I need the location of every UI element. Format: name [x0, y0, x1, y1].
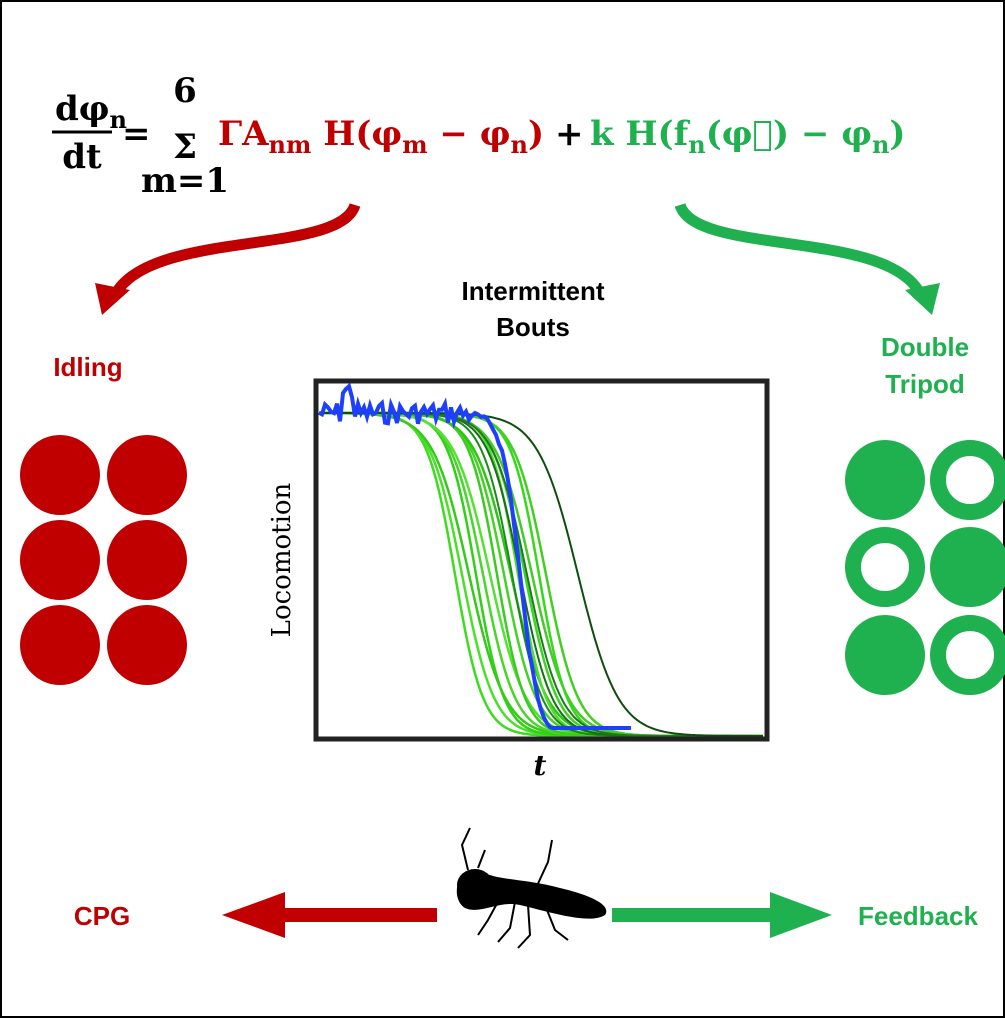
- leg-circle: [845, 440, 925, 520]
- cpg-label: CPG: [74, 901, 130, 931]
- idling-label: Idling: [53, 352, 122, 382]
- x-axis-label: t: [534, 749, 547, 782]
- eq-part: ΓA: [218, 114, 269, 154]
- sum-lower: m=1: [141, 161, 229, 201]
- cpg-term: ΓAnm H(φm − φn): [218, 114, 544, 159]
- eq-sub: nm: [269, 130, 312, 159]
- cpg-arrow-shaft: [275, 908, 437, 922]
- feedback-arrow-shaft: [612, 908, 777, 922]
- leg-circle: [107, 435, 187, 515]
- plot-title: Intermittent: [462, 276, 605, 306]
- leg-circle: [107, 520, 187, 600]
- eq-part: ): [889, 114, 905, 154]
- feedback-term: k H(fn(φ⃗) − φn): [590, 114, 906, 159]
- leg-circle: [845, 615, 925, 695]
- eq-lhs-den: dt: [62, 137, 102, 177]
- tripod-label: Double: [881, 332, 969, 362]
- eq-sub: m: [402, 130, 427, 159]
- eq-equals: =: [122, 114, 151, 154]
- eq-part: H(φ: [311, 114, 402, 154]
- eq-sub: n: [872, 130, 889, 159]
- leg-circle: [107, 605, 187, 685]
- leg-circle: [20, 435, 100, 515]
- eq-plus: +: [555, 114, 584, 154]
- plot-title: Bouts: [496, 312, 570, 342]
- feedback-label: Feedback: [858, 901, 978, 931]
- eq-part: − φ: [428, 114, 511, 154]
- eq-part: dφ: [55, 89, 110, 129]
- eq-part: k H(f: [590, 114, 691, 154]
- y-axis-label: Locomotion: [267, 482, 297, 637]
- eq-sub: n: [511, 130, 528, 159]
- tripod-label: Tripod: [885, 369, 964, 399]
- leg-circle: [20, 520, 100, 600]
- leg-circle: [20, 605, 100, 685]
- graphical-abstract: dφn dt = 6 Σ m=1 ΓAnm H(φm − φn) + k H(f…: [0, 0, 1005, 1018]
- sum-upper: 6: [173, 71, 197, 111]
- eq-sub: n: [688, 130, 705, 159]
- eq-part: (φ⃗) − φ: [706, 114, 872, 154]
- eq-part: ): [528, 114, 544, 154]
